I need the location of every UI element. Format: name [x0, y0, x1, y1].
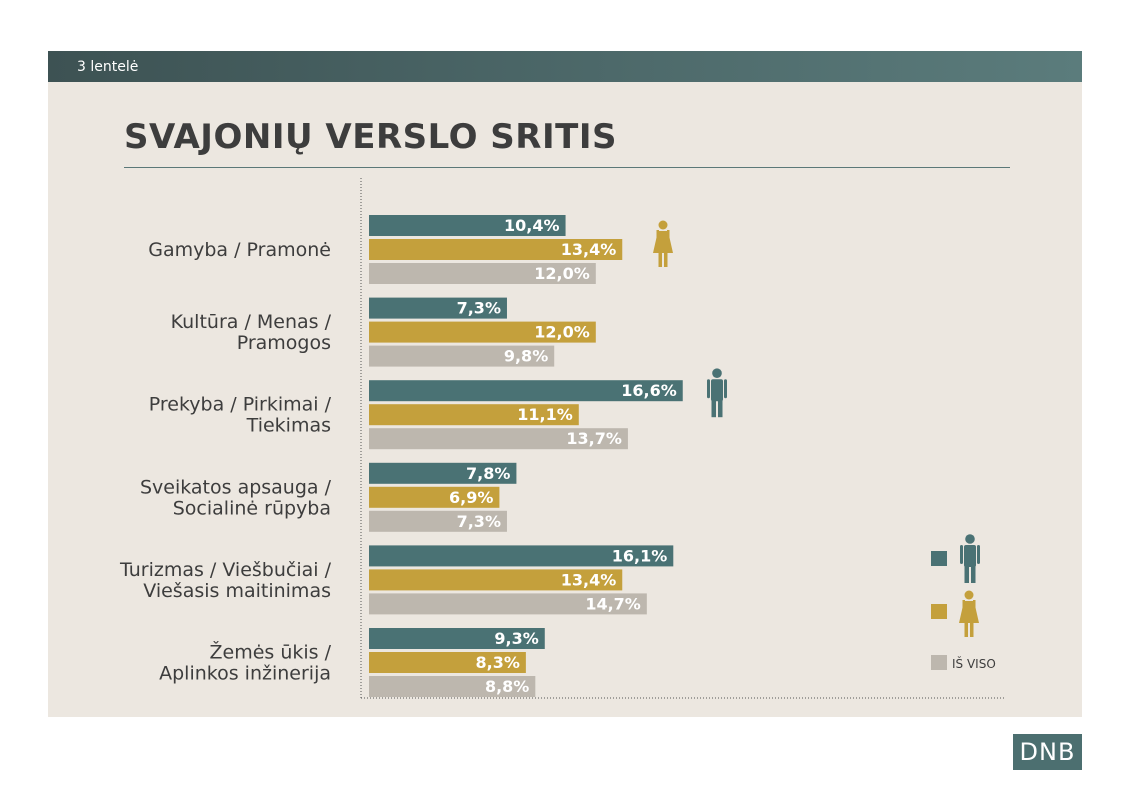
legend-total-swatch: [931, 655, 947, 670]
bar-male: [369, 215, 566, 236]
data-label: 16,1%: [612, 546, 668, 565]
bar-female: [369, 239, 623, 260]
category-label: Kultūra / Menas /: [171, 311, 332, 333]
data-label: 13,4%: [561, 570, 617, 589]
data-label: 9,3%: [494, 629, 538, 648]
bar-male: [369, 545, 674, 567]
dnb-logo: DNB: [1013, 734, 1082, 770]
male-person-icon: [960, 534, 980, 583]
category-label: Turizmas / Viešbučiai /: [119, 559, 332, 581]
table-number-label: 3 lentelė: [77, 59, 139, 75]
category-label: Žemės ūkis /: [209, 641, 331, 664]
data-label: 16,6%: [621, 381, 677, 400]
data-label: 7,3%: [457, 512, 501, 531]
data-label: 8,8%: [485, 677, 529, 696]
data-label: 12,0%: [534, 264, 590, 283]
bar-male: [369, 297, 507, 319]
category-label: Prekyba / Pirkimai /: [149, 394, 332, 416]
male-person-icon: [707, 368, 727, 418]
data-label: 10,4%: [504, 216, 560, 235]
female-person-icon: [959, 590, 979, 637]
bar-male: [369, 380, 683, 402]
data-label: 8,3%: [475, 653, 519, 672]
bar-female: [369, 569, 623, 591]
data-label: 9,8%: [504, 347, 548, 366]
legend-female-swatch: [931, 604, 947, 619]
header-bar: 3 lentelė: [48, 51, 1082, 82]
category-label: Gamyba / Pramonė: [148, 239, 331, 261]
category-label: Socialinė rūpyba: [173, 497, 331, 519]
bar-female: [369, 321, 596, 343]
bar-male: [369, 462, 517, 484]
bar-female: [369, 652, 526, 673]
title-divider: [124, 167, 1010, 168]
category-label: Aplinkos inžinerija: [159, 663, 331, 685]
data-label: 7,3%: [457, 299, 501, 318]
bar-male: [369, 628, 545, 649]
bar-total: [369, 510, 507, 532]
bar-total: [369, 263, 596, 284]
category-label: Tiekimas: [246, 415, 331, 437]
bar-total: [369, 676, 536, 697]
data-label: 13,4%: [561, 240, 617, 259]
bar-female: [369, 404, 579, 426]
data-label: 14,7%: [585, 594, 641, 613]
legend-male-swatch: [931, 551, 947, 566]
legend-total-label: IŠ VISO: [952, 657, 996, 671]
bar-total: [369, 428, 628, 450]
data-label: 11,1%: [517, 405, 573, 424]
category-label: Pramogos: [237, 332, 331, 354]
data-label: 7,8%: [466, 464, 510, 483]
chart-title: SVAJONIŲ VERSLO SRITIS: [124, 117, 617, 157]
bar-total: [369, 345, 555, 367]
category-label: Viešasis maitinimas: [143, 580, 331, 602]
data-label: 12,0%: [534, 323, 590, 342]
data-label: 6,9%: [449, 488, 493, 507]
category-label: Sveikatos apsauga /: [140, 476, 332, 498]
data-label: 13,7%: [566, 429, 622, 448]
female-person-icon: [653, 220, 673, 267]
bar-total: [369, 593, 647, 615]
bar-female: [369, 486, 500, 508]
